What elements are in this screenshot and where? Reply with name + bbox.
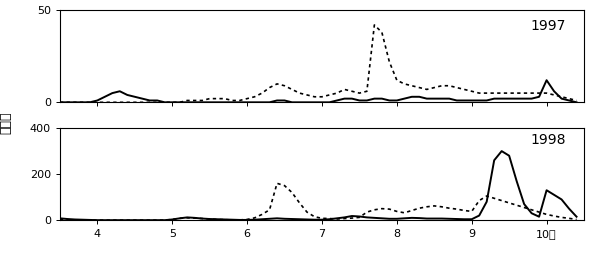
Text: 1998: 1998 — [530, 133, 565, 147]
Text: 誘殺数: 誘殺数 — [0, 112, 13, 134]
Text: 1997: 1997 — [530, 19, 565, 34]
